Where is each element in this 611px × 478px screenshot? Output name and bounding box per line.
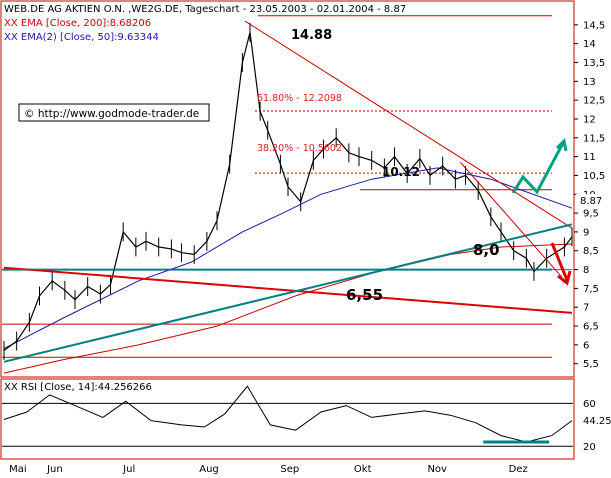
price-tick-label: 6,5 [583, 322, 599, 333]
level-label-fib618: 61.80% - 12.2098 [257, 93, 342, 104]
level-label-fib382: 38.20% - 10.5602 [257, 143, 342, 154]
price-tick-label: 12 [583, 114, 596, 125]
chart-title: WEB.DE AG AKTIEN O.N. ,WE2G.DE, Tagescha… [4, 4, 406, 15]
price-tick-label: 13,5 [583, 58, 605, 69]
rsi-last-badge [576, 413, 607, 426]
month-label: Jun [46, 464, 63, 475]
price-tick-label: 8,5 [583, 246, 599, 257]
month-label: Aug [199, 464, 219, 475]
price-tick-label: 12,5 [583, 96, 605, 107]
price-tick-label: 7,5 [583, 284, 599, 295]
price-tick-label: 8 [583, 265, 589, 276]
price-tick-label: 10,5 [583, 171, 605, 182]
rsi-line [3, 385, 573, 443]
price-tick-label: 11,5 [583, 133, 605, 144]
price-tick-label: 14 [583, 39, 596, 50]
arrows-layer [511, 137, 572, 286]
price-tick-label: 14,5 [583, 20, 605, 31]
price-tick-label: 7 [583, 303, 589, 314]
month-label: Nov [427, 464, 447, 475]
bearish-arrow-head [557, 270, 572, 286]
watermark: © http://www.godmode-trader.de [24, 108, 199, 120]
bullish-scenario-arrow [511, 142, 565, 195]
watermark-box [18, 103, 210, 122]
price-tick-label: 5,5 [583, 359, 599, 370]
price-tick-label: 6 [583, 340, 589, 351]
level-label-high: 14.88 [291, 28, 332, 43]
rsi-tick-label: 60 [583, 399, 596, 410]
rsi-title: XX RSI [Close, 14]:44.256266 [4, 382, 152, 393]
bullish-arrow-head [555, 137, 568, 152]
price-panel-frame [0, 0, 575, 378]
rsi-tick-label: 20 [583, 442, 596, 453]
price-tick-label: 13 [583, 77, 596, 88]
month-label: Sep [280, 464, 299, 475]
ema200-line [3, 243, 573, 374]
last-price-badge [576, 194, 607, 206]
price-line-layer [3, 22, 573, 360]
month-label: Okt [354, 464, 372, 475]
month-label: Jul [122, 464, 135, 475]
ema50-legend: XX EMA(2) [Close, 50]:9.63344 [4, 32, 159, 43]
price-tick-label: 11 [583, 152, 596, 163]
resistance-downtrend-line [244, 20, 573, 229]
month-label: Dez [509, 464, 528, 475]
price-tick-label: 9,5 [583, 209, 599, 220]
month-label: Mai [9, 464, 27, 475]
bearish-scenario-arrow [550, 242, 569, 281]
rsi-panel: 20 60 44.25 [2, 385, 611, 453]
rsi-panel-frame [0, 378, 575, 460]
support-uptrend-line [3, 223, 573, 363]
price-line [3, 32, 573, 351]
rsi-last-value: 44.25 [583, 416, 611, 427]
price-tick-label: 9 [583, 227, 589, 238]
last-price-value: 8.87 [580, 196, 602, 207]
level-label-655: 6,55 [346, 286, 383, 304]
trend-lines-layer [3, 20, 573, 363]
level-label-8: 8,0 [473, 241, 500, 259]
ema200-legend: XX EMA [Close, 200]:8.68206 [4, 18, 151, 29]
short-downtrend-line [460, 161, 563, 278]
level-label-1012: 10.12 [382, 165, 420, 179]
support-downtrend-line [3, 266, 573, 314]
time-axis: Mai Jun Jul Aug Sep Okt Nov Dez [9, 464, 528, 475]
